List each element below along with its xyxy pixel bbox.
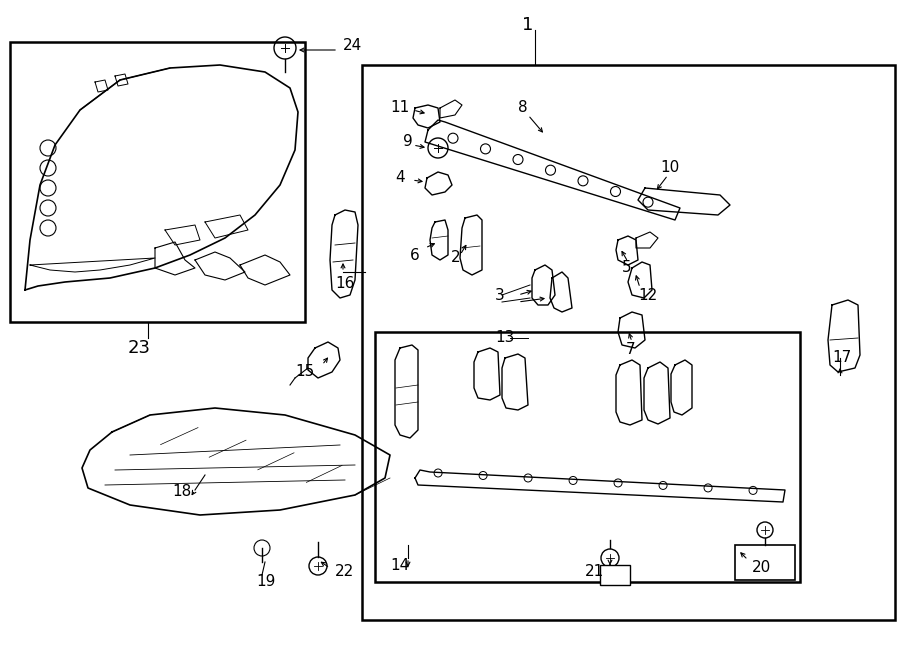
Text: 11: 11 — [390, 100, 410, 116]
Bar — [600, 565, 630, 585]
Text: 1: 1 — [522, 16, 534, 34]
Bar — [10, 42, 305, 322]
Text: 18: 18 — [172, 485, 191, 500]
Text: 19: 19 — [256, 574, 275, 590]
Text: 24: 24 — [343, 38, 362, 52]
Text: 17: 17 — [832, 350, 851, 366]
Bar — [735, 545, 795, 580]
Text: 12: 12 — [638, 288, 657, 303]
Text: 7: 7 — [626, 342, 635, 358]
Text: 2: 2 — [451, 251, 461, 266]
Text: 6: 6 — [410, 247, 419, 262]
Text: 23: 23 — [128, 339, 151, 357]
Text: 20: 20 — [752, 561, 771, 576]
Text: 8: 8 — [518, 100, 527, 116]
Bar — [362, 65, 895, 620]
Text: 22: 22 — [335, 564, 355, 580]
Text: 9: 9 — [403, 134, 413, 149]
Text: 10: 10 — [660, 161, 680, 176]
Text: 14: 14 — [390, 557, 410, 572]
Text: 16: 16 — [335, 276, 355, 292]
Text: 13: 13 — [495, 330, 515, 346]
Text: 21: 21 — [585, 564, 604, 580]
Text: 15: 15 — [295, 364, 314, 379]
Text: 3: 3 — [495, 288, 505, 303]
Bar — [375, 332, 800, 582]
Text: 4: 4 — [395, 171, 405, 186]
Text: 5: 5 — [622, 260, 632, 276]
